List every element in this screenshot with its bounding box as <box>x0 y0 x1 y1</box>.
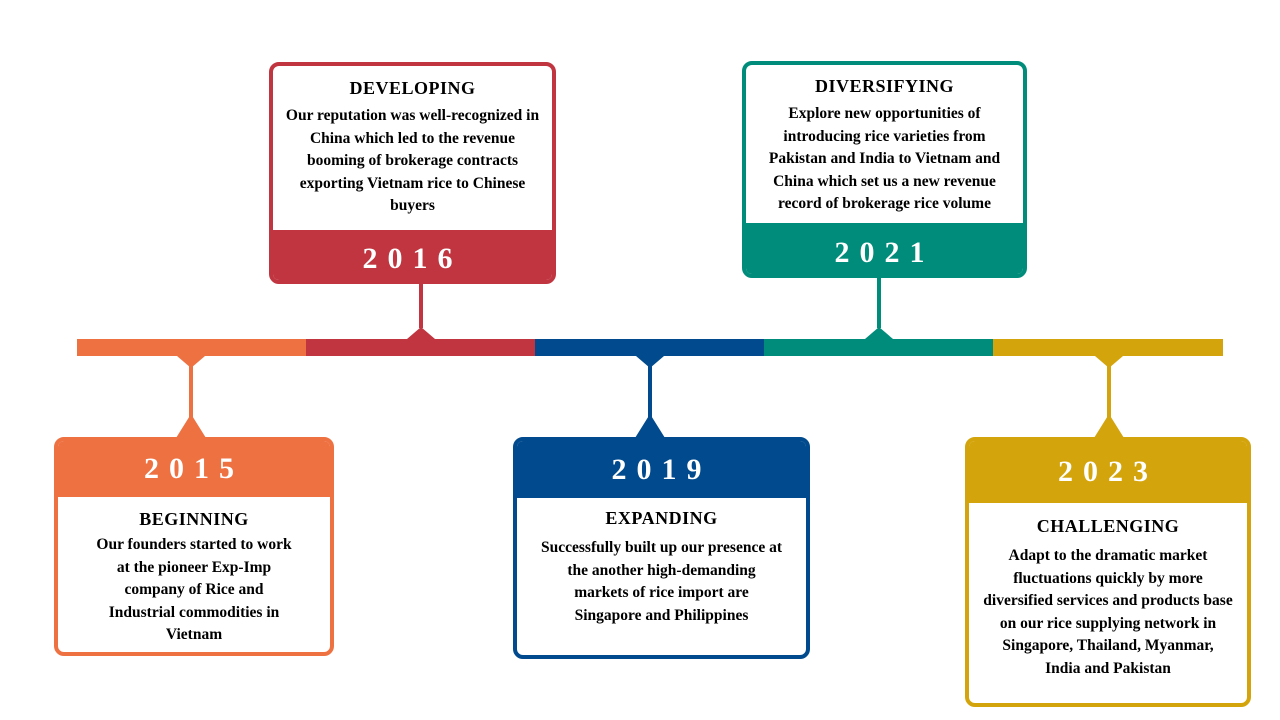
year-band-2015: 2015 <box>58 441 330 497</box>
milestone-card-2015: 2015 BEGINNING Our founders started to w… <box>54 437 334 656</box>
timeline-segment-2023 <box>993 339 1223 356</box>
milestone-card-2016: DEVELOPING Our reputation was well-recog… <box>269 62 556 284</box>
card-body-2016: DEVELOPING Our reputation was well-recog… <box>273 78 552 218</box>
timeline-segment-2015 <box>77 339 307 356</box>
year-band-2021: 2021 <box>746 223 1023 274</box>
connector-2015 <box>189 366 193 418</box>
milestone-card-2019: 2019 EXPANDING Successfully built up our… <box>513 437 810 659</box>
timeline-segment-2021 <box>764 339 994 356</box>
milestone-description: Our reputation was well-recognized in Ch… <box>285 107 540 214</box>
year-band-2019: 2019 <box>517 441 806 498</box>
year-label: 2021 <box>834 235 935 269</box>
milestone-title: EXPANDING <box>605 508 718 528</box>
year-label: 2015 <box>144 452 244 485</box>
card-pointer-2023 <box>1094 414 1124 438</box>
timeline-segment-2019 <box>535 339 765 356</box>
card-pointer-2019 <box>635 414 665 438</box>
milestone-card-2021: DIVERSIFYING Explore new opportunities o… <box>742 61 1027 278</box>
milestone-title: CHALLENGING <box>1036 516 1180 536</box>
card-body-2015: BEGINNING Our founders started to work a… <box>58 509 330 647</box>
milestone-description: Adapt to the dramatic market fluctuation… <box>983 547 1233 677</box>
milestone-description: Successfully built up our presence at th… <box>541 539 782 624</box>
timeline-segment-2016 <box>306 339 536 356</box>
milestone-card-2023: 2023 CHALLENGING Adapt to the dramatic m… <box>965 437 1251 707</box>
card-pointer-2015 <box>176 414 206 438</box>
year-label: 2023 <box>1058 455 1158 488</box>
timeline-notch-2015 <box>177 356 205 368</box>
milestone-title: BEGINNING <box>139 509 249 529</box>
year-label: 2016 <box>362 242 463 275</box>
connector-2021 <box>877 276 881 328</box>
year-label: 2019 <box>611 452 712 486</box>
connector-2023 <box>1107 366 1111 418</box>
year-band-2016: 2016 <box>273 230 552 280</box>
timeline-notch-2021 <box>865 327 893 339</box>
milestone-title: DIVERSIFYING <box>814 76 955 96</box>
card-body-2021: DIVERSIFYING Explore new opportunities o… <box>746 76 1023 216</box>
year-band-2023: 2023 <box>969 441 1247 503</box>
connector-2016 <box>419 282 423 328</box>
timeline-notch-2019 <box>636 356 664 368</box>
milestone-title: DEVELOPING <box>349 78 476 98</box>
timeline-notch-2023 <box>1095 356 1123 368</box>
timeline-notch-2016 <box>407 327 435 339</box>
card-body-2023: CHALLENGING Adapt to the dramatic market… <box>969 516 1247 680</box>
connector-2019 <box>648 366 652 418</box>
milestone-description: Explore new opportunities of introducing… <box>768 105 1001 212</box>
card-body-2019: EXPANDING Successfully built up our pres… <box>517 508 806 627</box>
milestone-description: Our founders started to work at the pion… <box>96 536 292 643</box>
